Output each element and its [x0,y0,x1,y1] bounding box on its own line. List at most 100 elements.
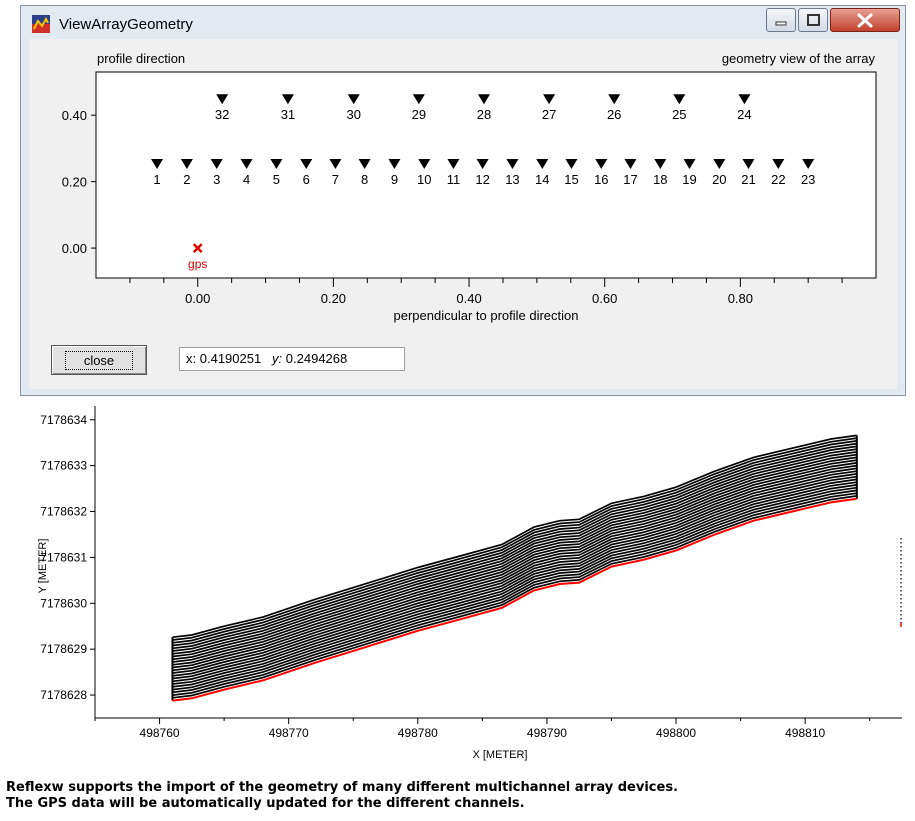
view-array-geometry-window: ViewArrayGeometry profile direction geom… [20,5,906,396]
readout-x-label: x: [186,351,197,366]
channel-track-11 [172,467,857,672]
window-close-button[interactable] [830,8,900,32]
channel-track-4 [172,486,857,691]
window-title: ViewArrayGeometry [59,16,193,33]
channel-10-marker [418,159,431,170]
maximize-icon [807,14,820,26]
channel-track-5 [172,484,857,688]
map-x-tick-label: 498810 [785,726,825,740]
channel-track-9 [172,473,857,677]
close-button-label: close [64,350,134,370]
channel-26-label: 26 [607,107,621,122]
plot-frame [95,71,877,279]
channel-track-2 [172,492,857,696]
channel-24-label: 24 [737,107,751,122]
x-tick-label: 0.40 [456,291,481,306]
title-bar[interactable]: ViewArrayGeometry [21,6,905,40]
channel-8-label: 8 [361,172,368,187]
channel-9-label: 9 [391,172,398,187]
channel-track-1 [172,495,857,699]
channel-track-14 [172,459,857,663]
close-button[interactable]: close [51,345,147,375]
channel-11-marker [447,159,460,170]
channel-28-marker [477,94,490,105]
maximize-button[interactable] [798,8,828,32]
channel-6-label: 6 [303,172,310,187]
channel-track-10 [172,470,857,674]
channel-track-16 [172,453,857,658]
profile-direction-label: profile direction [97,51,185,66]
channel-2-label: 2 [183,172,190,187]
x-tick-label: 0.00 [185,291,210,306]
x-tick-label: 0.20 [321,291,346,306]
geometry-view-label: geometry view of the array [722,51,876,66]
channel-30-label: 30 [347,107,361,122]
channel-6-marker [300,159,313,170]
minimize-icon [775,21,787,26]
cursor-coordinate-readout: x: 0.4190251 y: 0.2494268 [179,347,405,371]
channel-20-marker [713,159,726,170]
caption: Reflexw supports the import of the geome… [6,780,678,812]
map-y-tick-label: 7178628 [40,688,87,702]
array-geometry-plot[interactable]: profile direction geometry view of the a… [29,39,897,339]
map-x-tick-label: 498800 [656,726,696,740]
channel-track-8 [172,475,857,680]
channel-7-marker [329,159,342,170]
channel-16-label: 16 [594,172,608,187]
map-y-tick-label: 7178632 [40,505,87,519]
channel-track-7 [172,478,857,683]
channel-track-19 [172,445,857,650]
caption-line-2: The GPS data will be automatically updat… [6,796,525,811]
channel-14-marker [536,159,549,170]
channel-9-marker [388,159,401,170]
readout-y-label: y: [272,351,283,366]
map-x-axis-label: X [METER] [472,749,527,761]
channel-24-marker [738,94,751,105]
channel-18-marker [654,159,667,170]
channel-4-label: 4 [243,172,250,187]
map-y-tick-label: 7178629 [40,642,87,656]
channel-12-marker [476,159,489,170]
channel-25-label: 25 [672,107,686,122]
channel-track-13 [172,462,857,666]
channel-31-marker [281,94,294,105]
x-tick-label: 0.80 [728,291,753,306]
channel-15-marker [565,159,578,170]
caption-line-1: Reflexw supports the import of the geome… [6,780,679,795]
y-tick-label: 0.40 [62,108,87,123]
channel-22-label: 22 [771,172,785,187]
channel-18-label: 18 [653,172,667,187]
channel-4-marker [240,159,253,170]
channel-1-label: 1 [153,172,160,187]
channel-22-marker [772,159,785,170]
channel-track-21 [172,440,857,644]
x-tick-label: 0.60 [592,291,617,306]
channel-7-label: 7 [332,172,339,187]
channel-5-marker [270,159,283,170]
channel-track-18 [172,448,857,652]
channel-30-marker [347,94,360,105]
minimize-button[interactable] [766,8,796,32]
channel-16-marker [595,159,608,170]
channel-5-label: 5 [273,172,280,187]
map-y-axis-label: Y [METER] [37,539,49,594]
close-x-icon [857,13,873,28]
channel-28-label: 28 [477,107,491,122]
channel-13-label: 13 [505,172,519,187]
channel-position-map[interactable]: X [METER] Y [METER] 498760 498770 498780 49… [0,398,915,778]
map-y-tick-label: 7178631 [40,550,87,564]
channel-21-label: 21 [741,172,755,187]
gps-marker [192,243,203,253]
y-tick-label: 0.00 [62,241,87,256]
channel-23-label: 23 [801,172,815,187]
channel-3-label: 3 [213,172,220,187]
map-y-tick-label: 7178630 [40,596,87,610]
dialog-client-area: profile direction geometry view of the a… [29,39,897,389]
channel-29-marker [412,94,425,105]
channel-23-marker [802,159,815,170]
channel-12-label: 12 [475,172,489,187]
channel-track-12 [172,464,857,669]
map-x-tick-label: 498780 [398,726,438,740]
channel-17-label: 17 [623,172,637,187]
channel-1-marker [151,159,164,170]
